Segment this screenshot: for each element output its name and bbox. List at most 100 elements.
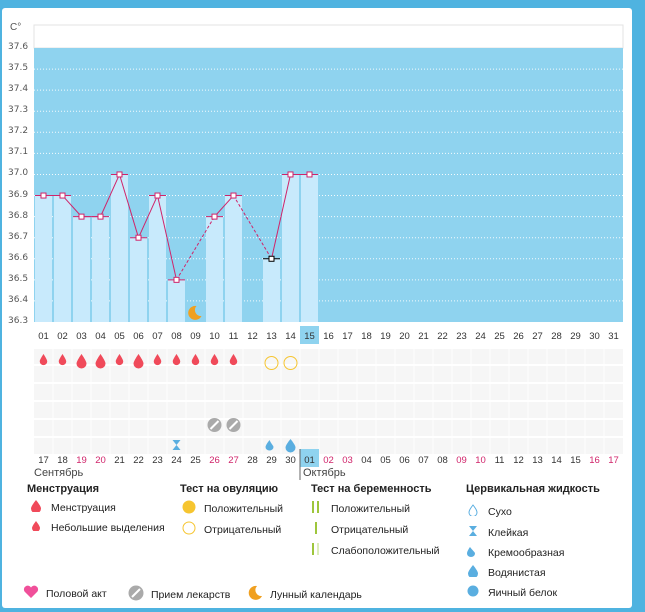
cycle-day-label: 21: [418, 331, 429, 342]
temperature-point: [268, 255, 275, 262]
temperature-line-segment: [233, 195, 272, 260]
small-drop-icon: [172, 354, 181, 366]
creamy-icon: [265, 440, 274, 451]
y-tick-label: 36.3: [8, 316, 29, 326]
temperature-point: [97, 213, 104, 220]
cycle-day-label: 18: [361, 331, 372, 342]
chart-top-strip: [33, 24, 624, 49]
legend-pregnancy-positive: Положительный: [307, 500, 410, 517]
pill-icon: [127, 585, 145, 604]
date-label: 13: [532, 455, 543, 466]
temperature-point: [211, 213, 218, 220]
cycle-day-label: 12: [247, 331, 258, 342]
date-label: 01: [304, 455, 315, 466]
temperature-bar: [206, 216, 223, 322]
dry-drop-icon: [464, 504, 482, 519]
legend-label: Водянистая: [488, 566, 546, 579]
date-label: 15: [570, 455, 581, 466]
temperature-bar: [73, 216, 90, 322]
cycle-day-label: 07: [152, 331, 163, 342]
legend-label: Половой акт: [46, 587, 107, 600]
date-label: 30: [285, 455, 296, 466]
egg-white-icon: [464, 585, 482, 600]
date-label: 18: [57, 455, 68, 466]
legend-label: Сухо: [488, 505, 512, 518]
date-label: 08: [437, 455, 448, 466]
markers-grid: [34, 349, 623, 456]
cycle-day-label: 16: [323, 331, 334, 342]
watery-drop-icon: [285, 439, 296, 453]
moon-icon: [246, 585, 264, 604]
legend-intercourse: Половой акт: [22, 585, 107, 602]
date-label: 29: [266, 455, 277, 466]
temperature-bar: [92, 216, 109, 322]
cycle-day-label: 05: [114, 331, 125, 342]
pregnancy-negative-icon: [307, 521, 325, 538]
cycle-day-label: 06: [133, 331, 144, 342]
legend-label: Лунный календарь: [270, 588, 362, 601]
temperature-line-segment: [157, 195, 177, 280]
temperature-bar: [225, 195, 242, 322]
y-tick-label: 37.3: [8, 105, 29, 116]
legend-label: Небольшие выделения: [51, 521, 165, 534]
cycle-day-label: 30: [589, 331, 600, 342]
menstruation-drop-icon: [76, 354, 87, 369]
temperature-point: [154, 192, 161, 199]
sticky-icon: [464, 525, 482, 540]
cycle-day-label: 24: [475, 331, 486, 342]
temperature-point: [173, 276, 180, 283]
date-label: 21: [114, 455, 125, 466]
pill-stripe: [228, 420, 239, 430]
date-label: 04: [361, 455, 372, 466]
y-tick-label: 37.0: [8, 168, 29, 179]
current-day-highlight: [300, 326, 319, 344]
legend-label: Отрицательный: [331, 523, 409, 536]
unit-label: C°: [10, 22, 22, 33]
y-tick-label: 36.7: [8, 231, 29, 242]
date-label: 11: [495, 455, 505, 466]
legend-small-discharge: Небольшие выделения: [27, 521, 165, 534]
cycle-day-label: 17: [342, 331, 353, 342]
creamy-icon: [464, 545, 482, 560]
date-label: 24: [171, 455, 182, 466]
menstruation-drop-icon: [27, 500, 45, 515]
date-label: 16: [589, 455, 600, 466]
date-label: 25: [190, 455, 201, 466]
date-label: 23: [152, 455, 163, 466]
menstruation-drop-icon: [95, 354, 106, 369]
legend-label: Яичный белок: [488, 586, 558, 599]
date-label: 26: [209, 455, 220, 466]
date-label: 12: [513, 455, 524, 466]
cycle-day-label: 25: [494, 331, 505, 342]
pregnancy-positive-icon: [307, 500, 325, 517]
legend-label: Кремообразная: [488, 546, 565, 559]
temperature-line-segment: [271, 174, 291, 259]
legend-label: Положительный: [331, 502, 411, 515]
small-drop-icon: [115, 354, 124, 366]
date-label: 20: [95, 455, 106, 466]
legend-cervical-title: Цервикальная жидкость: [466, 483, 600, 495]
moon-icon: [188, 305, 202, 320]
legend-moon: Лунный календарь: [246, 585, 362, 604]
date-label: 22: [133, 455, 144, 466]
cycle-day-label: 11: [229, 331, 239, 342]
temperature-bar: [168, 279, 185, 322]
ovulation-negative-icon: [283, 356, 298, 370]
legend-label: Менструация: [51, 501, 116, 514]
temperature-line-segment: [119, 174, 139, 238]
legend-cervical-watery: Водянистая: [464, 565, 546, 580]
temperature-bar: [282, 174, 299, 322]
cycle-day-label: 23: [456, 331, 467, 342]
temperature-point: [287, 171, 294, 178]
date-label: 17: [608, 455, 619, 466]
date-label: 10: [475, 455, 486, 466]
temperature-bar: [301, 174, 318, 322]
watery-drop-icon: [464, 565, 482, 580]
legend-cervical-creamy: Кремообразная: [464, 545, 564, 560]
y-tick-label: 36.5: [8, 273, 29, 284]
date-label: 14: [551, 455, 562, 466]
cycle-day-label: 01: [38, 331, 49, 342]
y-tick-label: 36.6: [8, 252, 29, 263]
legend-label: Слабоположительный: [331, 544, 440, 557]
date-label: 27: [228, 455, 239, 466]
